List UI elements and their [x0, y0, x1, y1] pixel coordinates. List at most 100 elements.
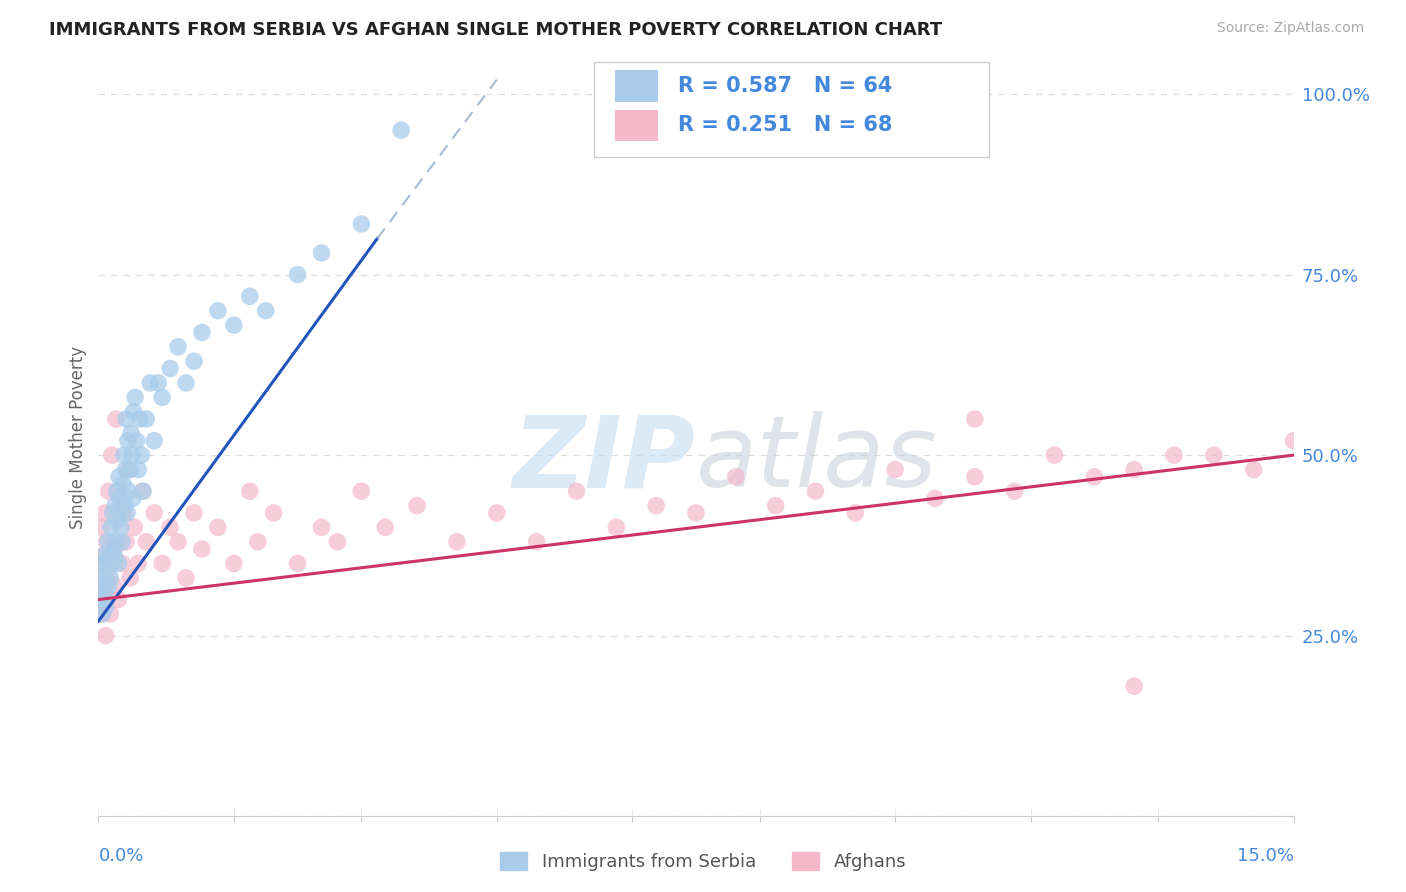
Point: [107, 513, 129, 527]
Point: [90, 520, 112, 534]
Point: [1123, 679, 1146, 693]
Text: 0.0%: 0.0%: [98, 847, 143, 864]
Point: [103, 541, 125, 556]
Point: [118, 484, 141, 499]
Point: [135, 534, 157, 549]
Point: [1282, 434, 1305, 448]
Point: [112, 506, 135, 520]
Point: [107, 557, 129, 571]
Point: [389, 123, 412, 137]
Point: [254, 303, 277, 318]
Point: [1123, 462, 1146, 476]
Text: IMMIGRANTS FROM SERBIA VS AFGHAN SINGLE MOTHER POVERTY CORRELATION CHART: IMMIGRANTS FROM SERBIA VS AFGHAN SINGLE …: [49, 21, 942, 38]
Point: [239, 484, 262, 499]
Point: [724, 470, 747, 484]
Point: [350, 484, 373, 499]
Text: 15.0%: 15.0%: [1236, 847, 1294, 864]
Point: [963, 470, 986, 484]
Point: [131, 484, 153, 499]
Point: [120, 426, 142, 441]
Point: [121, 448, 143, 462]
Point: [1202, 448, 1225, 462]
Point: [326, 534, 349, 549]
Point: [183, 354, 205, 368]
Point: [118, 462, 141, 476]
Point: [1043, 448, 1066, 462]
Point: [112, 477, 135, 491]
FancyBboxPatch shape: [614, 70, 658, 103]
Point: [844, 506, 866, 520]
Point: [122, 405, 145, 419]
Point: [89, 557, 111, 571]
Point: [90, 549, 112, 564]
Point: [97, 578, 120, 592]
Point: [97, 484, 120, 499]
Point: [90, 607, 112, 621]
Point: [150, 557, 173, 571]
Point: [103, 578, 125, 592]
Point: [446, 534, 468, 549]
Point: [98, 571, 122, 585]
Point: [104, 534, 127, 549]
Point: [94, 629, 117, 643]
Point: [108, 491, 131, 506]
Point: [191, 541, 214, 556]
Point: [107, 592, 129, 607]
Point: [94, 599, 117, 614]
Point: [94, 585, 117, 599]
Point: [1083, 470, 1105, 484]
Point: [111, 534, 134, 549]
Point: [114, 499, 136, 513]
Point: [127, 557, 149, 571]
Point: [167, 534, 190, 549]
Point: [125, 434, 148, 448]
Point: [111, 557, 134, 571]
Point: [98, 549, 121, 564]
Point: [239, 289, 262, 303]
Point: [150, 390, 173, 404]
Point: [159, 361, 181, 376]
Point: [93, 557, 115, 571]
Point: [114, 462, 136, 476]
Point: [120, 571, 142, 585]
Point: [132, 484, 155, 499]
Point: [287, 557, 309, 571]
Point: [98, 607, 122, 621]
Legend: Immigrants from Serbia, Afghans: Immigrants from Serbia, Afghans: [492, 845, 914, 879]
Point: [685, 506, 707, 520]
Point: [565, 484, 588, 499]
Text: ZIP: ZIP: [513, 411, 696, 508]
Point: [96, 564, 118, 578]
Point: [159, 520, 181, 534]
Point: [1163, 448, 1185, 462]
Point: [148, 376, 170, 390]
Point: [121, 491, 143, 506]
Point: [605, 520, 627, 534]
Point: [94, 506, 117, 520]
Point: [350, 217, 373, 231]
Point: [97, 534, 120, 549]
Point: [91, 578, 114, 592]
Point: [191, 326, 214, 340]
Point: [112, 448, 135, 462]
Point: [124, 390, 146, 404]
Point: [207, 520, 229, 534]
Point: [91, 549, 114, 564]
Point: [110, 520, 132, 534]
Point: [115, 412, 138, 426]
Point: [1004, 484, 1026, 499]
Point: [101, 448, 124, 462]
Point: [804, 484, 827, 499]
Point: [485, 506, 508, 520]
Point: [93, 592, 115, 607]
Point: [115, 506, 138, 520]
Point: [101, 557, 124, 571]
Point: [174, 376, 197, 390]
Point: [103, 549, 125, 564]
Point: [103, 541, 125, 556]
Point: [120, 462, 142, 476]
Point: [207, 303, 229, 318]
Point: [263, 506, 285, 520]
Point: [89, 571, 111, 585]
Point: [135, 412, 157, 426]
